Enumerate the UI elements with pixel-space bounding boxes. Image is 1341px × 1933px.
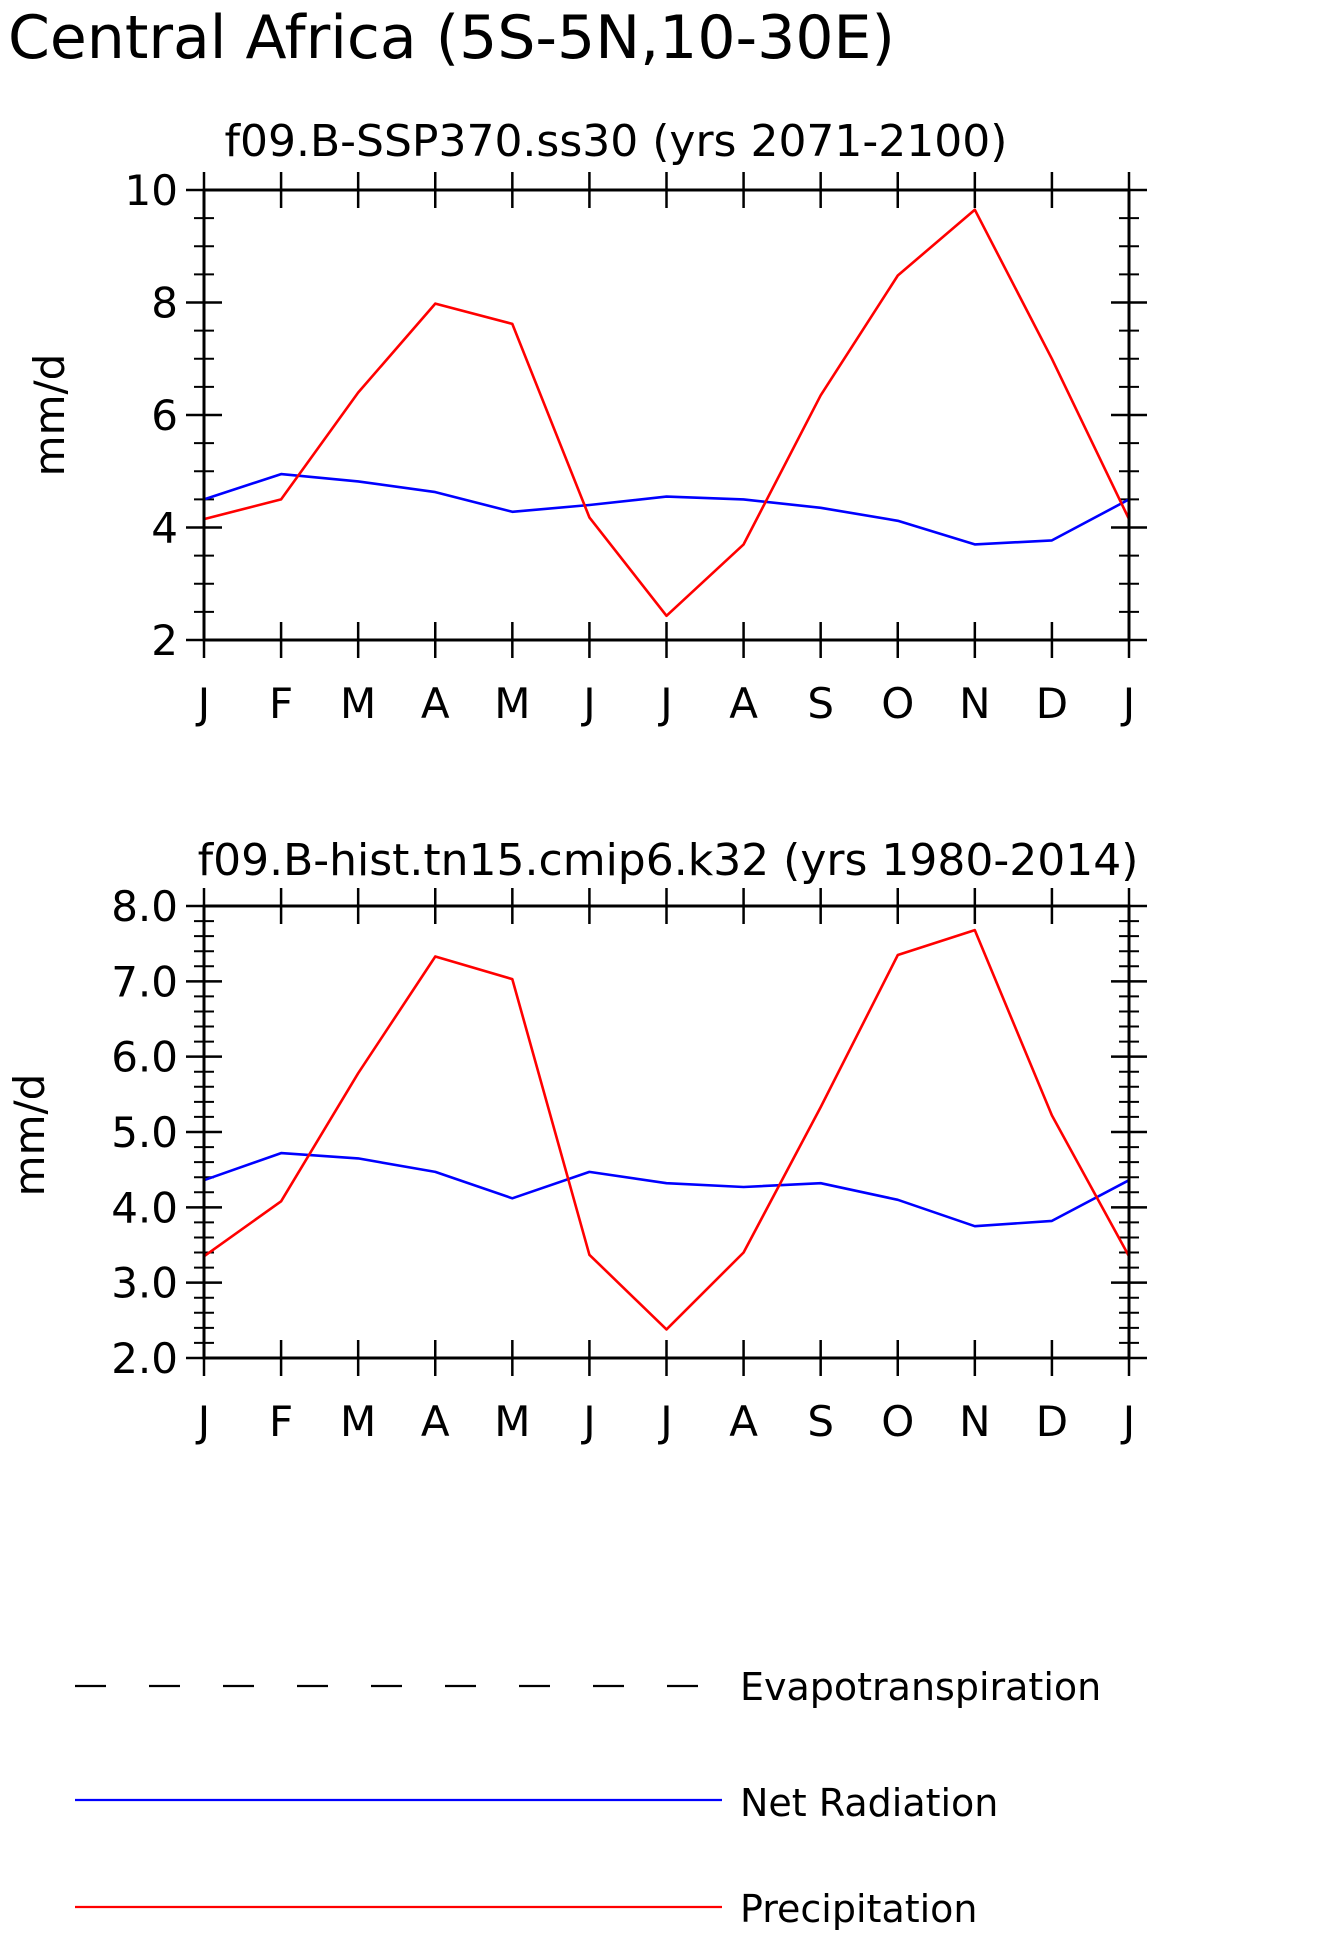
panel-title: f09.B-SSP370.ss30 (yrs 2071-2100) bbox=[225, 116, 1008, 167]
axis-ticks bbox=[186, 172, 1147, 658]
y-tick-label: 8.0 bbox=[111, 882, 178, 931]
legend-item-precipitation: Precipitation bbox=[75, 1887, 978, 1931]
x-tick-label: N bbox=[959, 1397, 990, 1446]
y-tick-label: 2.0 bbox=[111, 1334, 178, 1383]
x-tick-label: F bbox=[269, 679, 293, 728]
legend-label: Evapotranspiration bbox=[740, 1665, 1101, 1709]
y-tick-label: 6 bbox=[151, 391, 178, 440]
plot-frame bbox=[202, 904, 1131, 1360]
y-axis-label: mm/d bbox=[25, 354, 74, 477]
panel-historical: f09.B-hist.tn15.cmip6.k32 (yrs 1980-2014… bbox=[5, 835, 1147, 1446]
x-tick-label: J bbox=[195, 679, 210, 728]
x-tick-label: S bbox=[807, 679, 834, 728]
y-axis-label: mm/d bbox=[5, 1074, 54, 1197]
x-tick-label: M bbox=[494, 679, 530, 728]
y-tick-labels: 2.0 3.0 4.0 5.0 6.0 7.0 8.0 bbox=[111, 882, 178, 1383]
x-tick-label: J bbox=[657, 679, 672, 728]
x-tick-label: J bbox=[580, 1397, 595, 1446]
y-tick-label: 4 bbox=[151, 504, 178, 553]
x-tick-label: M bbox=[340, 1397, 376, 1446]
x-tick-label: J bbox=[195, 1397, 210, 1446]
y-tick-label: 8 bbox=[151, 279, 178, 328]
axis-ticks bbox=[186, 888, 1147, 1376]
plot-lines bbox=[203, 928, 1131, 1331]
legend-label: Precipitation bbox=[740, 1887, 978, 1931]
y-tick-label: 4.0 bbox=[111, 1183, 178, 1232]
y-tick-label: 3.0 bbox=[111, 1259, 178, 1308]
x-tick-label: O bbox=[881, 679, 914, 728]
y-tick-labels: 2 4 6 8 10 bbox=[125, 166, 178, 665]
legend-item-evapotranspiration: Evapotranspiration bbox=[75, 1665, 1101, 1709]
y-tick-label: 2 bbox=[151, 616, 178, 665]
x-tick-label: F bbox=[269, 1397, 293, 1446]
plot-frame bbox=[202, 188, 1131, 642]
series-line-net-radiation bbox=[203, 472, 1130, 546]
series-line-net-radiation bbox=[203, 1151, 1130, 1228]
legend: Evapotranspiration Net Radiation Precipi… bbox=[75, 1665, 1101, 1931]
x-tick-label: A bbox=[729, 1397, 758, 1446]
x-tick-label: S bbox=[807, 1397, 834, 1446]
x-tick-label: M bbox=[340, 679, 376, 728]
series-line-precipitation bbox=[203, 928, 1131, 1331]
x-tick-label: J bbox=[580, 679, 595, 728]
y-tick-label: 5.0 bbox=[111, 1108, 178, 1157]
figure-title: Central Africa (5S-5N,10-30E) bbox=[8, 3, 895, 73]
y-tick-label: 10 bbox=[125, 166, 178, 215]
y-tick-label: 7.0 bbox=[111, 957, 178, 1006]
x-tick-label: M bbox=[494, 1397, 530, 1446]
x-tick-label: D bbox=[1036, 1397, 1068, 1446]
series-line-precipitation bbox=[203, 208, 1131, 618]
x-tick-label: N bbox=[959, 679, 990, 728]
legend-item-net-radiation: Net Radiation bbox=[75, 1781, 998, 1825]
x-tick-label: D bbox=[1036, 679, 1068, 728]
legend-label: Net Radiation bbox=[740, 1781, 998, 1825]
x-tick-label: O bbox=[881, 1397, 914, 1446]
x-tick-label: A bbox=[729, 679, 758, 728]
panel-title: f09.B-hist.tn15.cmip6.k32 (yrs 1980-2014… bbox=[198, 835, 1139, 886]
plot-lines bbox=[203, 208, 1131, 618]
x-tick-label: J bbox=[1120, 679, 1135, 728]
x-tick-label: J bbox=[657, 1397, 672, 1446]
x-tick-label: A bbox=[421, 1397, 450, 1446]
panel-ssp370: f09.B-SSP370.ss30 (yrs 2071-2100) mm/d 2… bbox=[25, 116, 1147, 728]
x-tick-label: J bbox=[1120, 1397, 1135, 1446]
y-tick-label: 6.0 bbox=[111, 1033, 178, 1082]
x-tick-label: A bbox=[421, 679, 450, 728]
